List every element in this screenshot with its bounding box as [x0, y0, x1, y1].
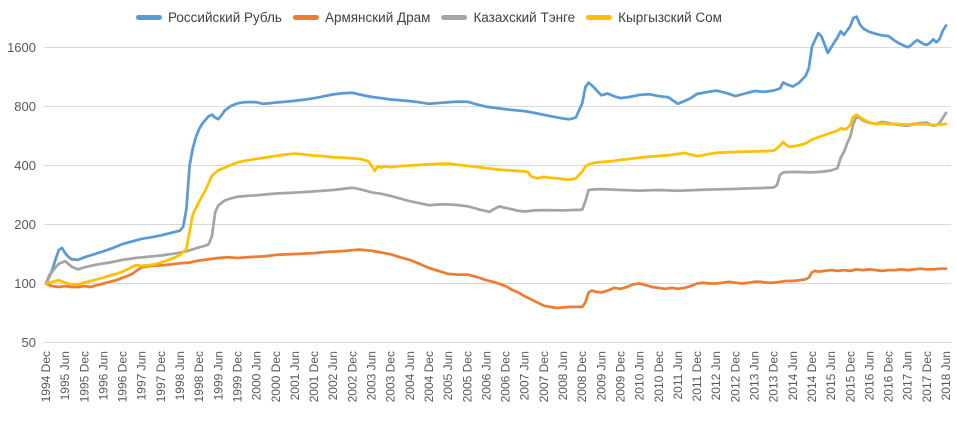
- legend-line-swatch-icon: [292, 15, 319, 20]
- x-tick-label: 2011 Jun: [671, 351, 685, 400]
- x-tick-label: 1999 Dec: [230, 351, 244, 402]
- x-tick-label: 1999 Jun: [211, 351, 225, 400]
- x-tick-label: 1998 Dec: [192, 351, 206, 402]
- x-tick-label: 1997 Jun: [135, 351, 149, 400]
- x-tick-label: 2013 Jun: [748, 351, 762, 400]
- x-tick-label: 2001 Dec: [307, 351, 321, 402]
- x-tick-label: 2014 Jun: [786, 351, 800, 400]
- legend-label: Кыргызский Сом: [618, 10, 722, 25]
- y-tick-label: 50: [22, 335, 36, 350]
- x-tick-label: 2003 Dec: [384, 351, 398, 402]
- y-tick-label: 200: [14, 217, 36, 232]
- x-tick-label: 2008 Dec: [575, 351, 589, 402]
- x-tick-label: 2017 Dec: [920, 351, 934, 402]
- x-tick-label: 2010 Dec: [652, 351, 666, 402]
- x-tick-label: 2005 Jun: [441, 351, 455, 400]
- legend-line-swatch-icon: [441, 15, 468, 20]
- x-tick-label: 2016 Jun: [862, 351, 876, 400]
- series-line-2: [44, 248, 948, 310]
- x-tick-label: 1997 Dec: [154, 351, 168, 402]
- x-tick-label: 2010 Jun: [633, 351, 647, 400]
- x-tick-label: 2000 Dec: [269, 351, 283, 402]
- x-tick-label: 2017 Jun: [901, 351, 915, 400]
- series-line-3: [44, 111, 948, 285]
- x-tick-label: 2000 Jun: [250, 351, 264, 400]
- x-tick-label: 2006 Jun: [479, 351, 493, 400]
- legend-label: Казахский Тэнге: [473, 10, 576, 25]
- x-tick-label: 1998 Jun: [173, 351, 187, 400]
- y-tick-label: 400: [14, 158, 36, 173]
- x-tick-label: 2012 Dec: [728, 351, 742, 402]
- x-tick-label: 2007 Dec: [537, 351, 551, 402]
- x-tick-label: 2013 Dec: [767, 351, 781, 402]
- x-tick-label: 1996 Jun: [96, 351, 110, 400]
- x-tick-label: 2004 Dec: [422, 351, 436, 402]
- legend-item-1: Российский Рубль: [136, 10, 282, 25]
- series-line-1: [44, 15, 948, 285]
- legend-item-4: Кыргызский Сом: [586, 10, 722, 25]
- y-tick-label: 800: [14, 99, 36, 114]
- x-tick-label: 2007 Jun: [518, 351, 532, 400]
- x-tick-label: 2006 Dec: [499, 351, 513, 402]
- x-tick-label: 1996 Dec: [116, 351, 130, 402]
- legend-item-3: Казахский Тэнге: [441, 10, 575, 25]
- x-tick-label: 2001 Jun: [288, 351, 302, 400]
- legend-line-swatch-icon: [586, 15, 613, 20]
- x-tick-label: 1994 Dec: [39, 351, 53, 402]
- x-tick-label: 2002 Dec: [345, 351, 359, 402]
- x-tick-label: 2016 Dec: [882, 351, 896, 402]
- x-tick-label: 2018 Jun: [939, 351, 953, 400]
- x-tick-label: 2015 Jun: [824, 351, 838, 400]
- x-tick-label: 2014 Dec: [805, 351, 819, 402]
- x-tick-label: 2012 Jun: [709, 351, 723, 400]
- x-tick-label: 1995 Jun: [58, 351, 72, 400]
- x-tick-label: 2002 Jun: [326, 351, 340, 400]
- x-tick-label: 2008 Jun: [556, 351, 570, 400]
- y-tick-label: 1600: [7, 40, 36, 55]
- x-tick-label: 2009 Dec: [613, 351, 627, 402]
- x-tick-label: 2003 Jun: [365, 351, 379, 400]
- x-tick-label: 1995 Dec: [77, 351, 91, 402]
- x-tick-label: 2005 Dec: [460, 351, 474, 402]
- y-tick-label: 100: [14, 276, 36, 291]
- x-tick-label: 2015 Dec: [843, 351, 857, 402]
- x-axis-labels: 1994 Dec 1995 Jun 1995 Dec 1996 Jun 1996 Dec…: [39, 351, 953, 402]
- legend-item-2: Армянский Драм: [292, 10, 431, 25]
- series-lines: [44, 15, 948, 310]
- legend-label: Российский Рубль: [168, 10, 282, 25]
- series-line-4: [44, 113, 948, 286]
- gridlines: [44, 47, 951, 343]
- legend-line-swatch-icon: [136, 15, 162, 20]
- x-tick-label: 2004 Jun: [403, 351, 417, 400]
- legend-label: Армянский Драм: [324, 10, 431, 25]
- y-axis-labels: 1600 800 400 200 100 50: [7, 40, 36, 350]
- legend: Российский Рубль Армянский Драм Казахский …: [136, 10, 722, 25]
- x-tick-label: 2009 Jun: [594, 351, 608, 400]
- x-tick-label: 2011 Dec: [690, 351, 704, 401]
